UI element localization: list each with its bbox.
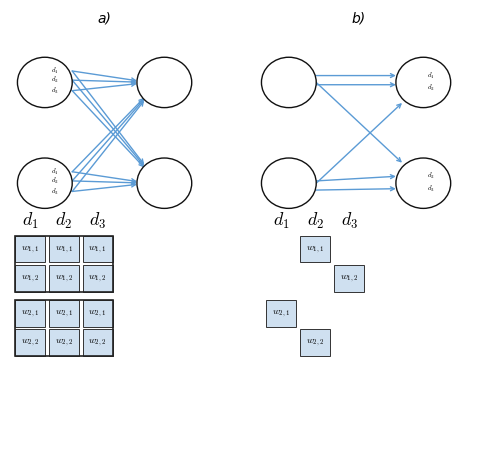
Text: $d_3$: $d_3$: [341, 211, 358, 231]
Text: $d_2$: $d_2$: [55, 211, 72, 231]
FancyBboxPatch shape: [15, 236, 45, 262]
FancyBboxPatch shape: [300, 236, 330, 262]
Text: $d_2$: $d_2$: [51, 75, 59, 85]
Text: $d_3$: $d_3$: [51, 86, 59, 96]
Text: $w_{1,1}$: $w_{1,1}$: [55, 244, 73, 255]
Text: $d_2$: $d_2$: [427, 83, 435, 93]
Text: $d_1$: $d_1$: [51, 66, 58, 76]
Text: $w_{2,1}$: $w_{2,1}$: [21, 308, 39, 319]
FancyBboxPatch shape: [49, 329, 79, 356]
Circle shape: [17, 158, 72, 208]
Circle shape: [137, 57, 192, 108]
Text: $d_1$: $d_1$: [427, 71, 435, 81]
Text: $w_{2,1}$: $w_{2,1}$: [89, 308, 107, 319]
FancyBboxPatch shape: [49, 236, 79, 262]
Text: $w_{2,1}$: $w_{2,1}$: [55, 308, 73, 319]
Text: $w_{1,2}$: $w_{1,2}$: [89, 273, 107, 284]
Text: a): a): [98, 11, 112, 26]
Text: $d_2$: $d_2$: [427, 171, 435, 181]
FancyBboxPatch shape: [266, 300, 296, 327]
Circle shape: [137, 158, 192, 208]
FancyBboxPatch shape: [83, 236, 113, 262]
Circle shape: [396, 158, 451, 208]
Text: $w_{2,2}$: $w_{2,2}$: [21, 337, 39, 348]
Text: $w_{2,2}$: $w_{2,2}$: [89, 337, 107, 348]
Text: $d_1$: $d_1$: [273, 211, 290, 231]
Text: $d_3$: $d_3$: [427, 184, 435, 194]
Text: $w_{2,2}$: $w_{2,2}$: [55, 337, 73, 348]
FancyBboxPatch shape: [300, 329, 330, 356]
Text: $d_1$: $d_1$: [51, 167, 58, 177]
FancyBboxPatch shape: [49, 265, 79, 292]
Text: $w_{1,2}$: $w_{1,2}$: [340, 273, 358, 284]
Text: $w_{2,2}$: $w_{2,2}$: [306, 337, 324, 348]
Circle shape: [261, 158, 316, 208]
Circle shape: [261, 57, 316, 108]
Text: $w_{1,2}$: $w_{1,2}$: [21, 273, 39, 284]
Text: $d_3$: $d_3$: [89, 211, 106, 231]
FancyBboxPatch shape: [83, 329, 113, 356]
Text: $w_{1,1}$: $w_{1,1}$: [89, 244, 107, 255]
Text: $d_2$: $d_2$: [307, 211, 324, 231]
Text: $d_3$: $d_3$: [51, 186, 59, 196]
FancyBboxPatch shape: [334, 265, 364, 292]
Circle shape: [396, 57, 451, 108]
FancyBboxPatch shape: [15, 329, 45, 356]
Text: $w_{1,1}$: $w_{1,1}$: [306, 244, 324, 255]
Circle shape: [17, 57, 72, 108]
FancyBboxPatch shape: [83, 265, 113, 292]
Text: $w_{2,1}$: $w_{2,1}$: [272, 308, 290, 319]
Text: $w_{1,2}$: $w_{1,2}$: [55, 273, 73, 284]
Text: b): b): [352, 11, 366, 26]
FancyBboxPatch shape: [83, 300, 113, 327]
Text: $d_1$: $d_1$: [21, 211, 38, 231]
FancyBboxPatch shape: [49, 300, 79, 327]
FancyBboxPatch shape: [15, 265, 45, 292]
Text: $w_{1,1}$: $w_{1,1}$: [21, 244, 39, 255]
Text: $d_2$: $d_2$: [51, 176, 59, 186]
FancyBboxPatch shape: [15, 300, 45, 327]
